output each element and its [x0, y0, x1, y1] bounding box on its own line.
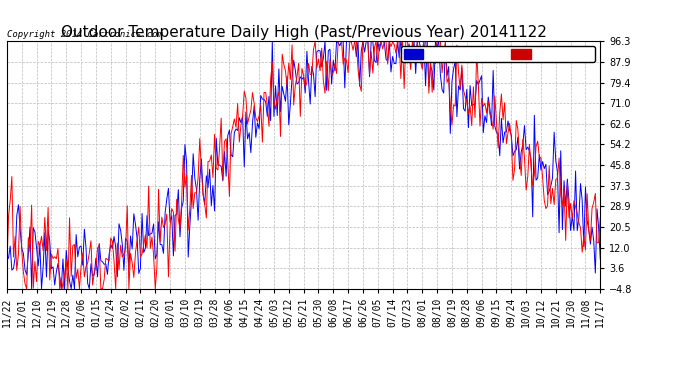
Text: Copyright 2014 Cartronics.com: Copyright 2014 Cartronics.com: [7, 30, 163, 39]
Title: Outdoor Temperature Daily High (Past/Previous Year) 20141122: Outdoor Temperature Daily High (Past/Pre…: [61, 25, 546, 40]
Legend: Previous  (°F), Past  (°F): Previous (°F), Past (°F): [401, 46, 595, 62]
